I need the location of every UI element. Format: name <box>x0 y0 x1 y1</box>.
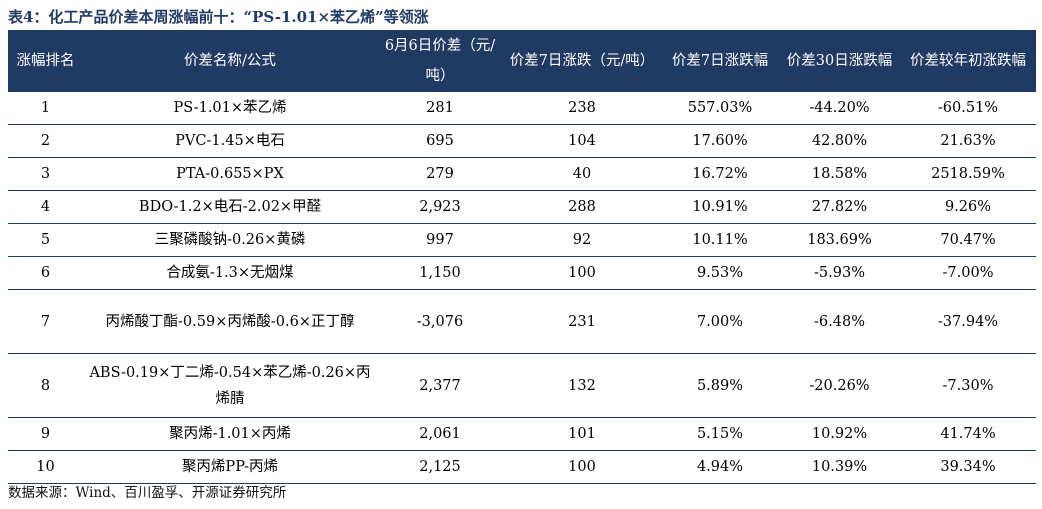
cell-7d-pct: 16.72% <box>661 157 779 191</box>
cell-7d-pct: 5.15% <box>661 417 779 451</box>
cell-7d-change: 238 <box>503 92 661 125</box>
cell-7d-pct: 7.00% <box>661 289 779 354</box>
cell-30d-pct: 10.92% <box>779 417 900 451</box>
cell-7d-change: 231 <box>503 289 661 354</box>
cell-7d-pct: 4.94% <box>661 450 779 484</box>
cell-spread-value: 2,923 <box>377 190 503 224</box>
cell-ytd-pct: -37.94% <box>900 289 1036 354</box>
table-row: 3 PTA-0.655×PX 279 40 16.72% 18.58% 2518… <box>8 157 1036 191</box>
table-row: 2 PVC-1.45×电石 695 104 17.60% 42.80% 21.6… <box>8 124 1036 158</box>
cell-spread-value: 279 <box>377 157 503 191</box>
cell-7d-change: 101 <box>503 417 661 451</box>
col-header-ytd-pct: 价差较年初涨跌幅 <box>900 30 1036 92</box>
col-header-spread-value: 6月6日价差（元/吨） <box>377 30 503 92</box>
cell-spread-name: PS-1.01×苯乙烯 <box>83 92 377 125</box>
cell-7d-change: 104 <box>503 124 661 158</box>
cell-30d-pct: -5.93% <box>779 256 900 290</box>
cell-rank: 2 <box>8 124 83 158</box>
cell-spread-name: 聚丙烯PP-丙烯 <box>83 450 377 484</box>
cell-7d-pct: 10.91% <box>661 190 779 224</box>
cell-rank: 8 <box>8 353 83 418</box>
cell-spread-value: 2,125 <box>377 450 503 484</box>
cell-spread-name: ABS-0.19×丁二烯-0.54×苯乙烯-0.26×丙烯腈 <box>83 353 377 418</box>
cell-ytd-pct: -7.00% <box>900 256 1036 290</box>
cell-ytd-pct: -7.30% <box>900 353 1036 418</box>
cell-rank: 9 <box>8 417 83 451</box>
table-row: 7 丙烯酸丁酯-0.59×丙烯酸-0.6×正丁醇 -3,076 231 7.00… <box>8 289 1036 354</box>
cell-rank: 10 <box>8 450 83 484</box>
cell-30d-pct: -44.20% <box>779 92 900 125</box>
table-row: 4 BDO-1.2×电石-2.02×甲醛 2,923 288 10.91% 27… <box>8 190 1036 224</box>
cell-rank: 7 <box>8 289 83 354</box>
cell-30d-pct: 42.80% <box>779 124 900 158</box>
table-row: 6 合成氨-1.3×无烟煤 1,150 100 9.53% -5.93% -7.… <box>8 256 1036 290</box>
table-row: 5 三聚磷酸钠-0.26×黄磷 997 92 10.11% 183.69% 70… <box>8 223 1036 257</box>
cell-ytd-pct: 39.34% <box>900 450 1036 484</box>
cell-7d-pct: 10.11% <box>661 223 779 257</box>
cell-30d-pct: 10.39% <box>779 450 900 484</box>
header-row: 涨幅排名 价差名称/公式 6月6日价差（元/吨） 价差7日涨跌（元/吨） 价差7… <box>8 30 1036 92</box>
cell-spread-name: 合成氨-1.3×无烟煤 <box>83 256 377 290</box>
col-header-7d-change: 价差7日涨跌（元/吨） <box>503 30 661 92</box>
table-row: 8 ABS-0.19×丁二烯-0.54×苯乙烯-0.26×丙烯腈 2,377 1… <box>8 353 1036 418</box>
cell-ytd-pct: 2518.59% <box>900 157 1036 191</box>
cell-spread-value: 695 <box>377 124 503 158</box>
table-title: 表4：化工产品价差本周涨幅前十：“PS-1.01×苯乙烯”等领涨 <box>8 8 429 26</box>
cell-7d-change: 132 <box>503 353 661 418</box>
cell-30d-pct: -20.26% <box>779 353 900 418</box>
cell-ytd-pct: 41.74% <box>900 417 1036 451</box>
cell-ytd-pct: -60.51% <box>900 92 1036 125</box>
cell-spread-name: 丙烯酸丁酯-0.59×丙烯酸-0.6×正丁醇 <box>83 289 377 354</box>
cell-spread-name: PVC-1.45×电石 <box>83 124 377 158</box>
cell-rank: 6 <box>8 256 83 290</box>
cell-7d-change: 40 <box>503 157 661 191</box>
cell-30d-pct: 18.58% <box>779 157 900 191</box>
cell-rank: 5 <box>8 223 83 257</box>
col-header-30d-pct: 价差30日涨跌幅 <box>779 30 900 92</box>
cell-30d-pct: 27.82% <box>779 190 900 224</box>
cell-spread-value: 997 <box>377 223 503 257</box>
cell-7d-pct: 557.03% <box>661 92 779 125</box>
cell-30d-pct: 183.69% <box>779 223 900 257</box>
table-row: 1 PS-1.01×苯乙烯 281 238 557.03% -44.20% -6… <box>8 92 1036 125</box>
cell-spread-value: -3,076 <box>377 289 503 354</box>
data-source-note: 数据来源：Wind、百川盈孚、开源证券研究所 <box>8 485 287 501</box>
cell-ytd-pct: 21.63% <box>900 124 1036 158</box>
cell-ytd-pct: 9.26% <box>900 190 1036 224</box>
cell-rank: 4 <box>8 190 83 224</box>
cell-rank: 3 <box>8 157 83 191</box>
spread-gain-table: 涨幅排名 价差名称/公式 6月6日价差（元/吨） 价差7日涨跌（元/吨） 价差7… <box>8 30 1036 484</box>
cell-7d-pct: 5.89% <box>661 353 779 418</box>
cell-7d-change: 288 <box>503 190 661 224</box>
table-row: 10 聚丙烯PP-丙烯 2,125 100 4.94% 10.39% 39.34… <box>8 450 1036 484</box>
cell-7d-pct: 9.53% <box>661 256 779 290</box>
cell-spread-value: 2,061 <box>377 417 503 451</box>
cell-spread-value: 281 <box>377 92 503 125</box>
cell-30d-pct: -6.48% <box>779 289 900 354</box>
cell-rank: 1 <box>8 92 83 125</box>
col-header-rank: 涨幅排名 <box>8 30 83 92</box>
cell-spread-name: 三聚磷酸钠-0.26×黄磷 <box>83 223 377 257</box>
cell-7d-pct: 17.60% <box>661 124 779 158</box>
cell-spread-name: BDO-1.2×电石-2.02×甲醛 <box>83 190 377 224</box>
table-row: 9 聚丙烯-1.01×丙烯 2,061 101 5.15% 10.92% 41.… <box>8 417 1036 451</box>
cell-spread-name: 聚丙烯-1.01×丙烯 <box>83 417 377 451</box>
cell-spread-name: PTA-0.655×PX <box>83 157 377 191</box>
cell-ytd-pct: 70.47% <box>900 223 1036 257</box>
col-header-spread-name: 价差名称/公式 <box>83 30 377 92</box>
cell-7d-change: 100 <box>503 256 661 290</box>
cell-spread-value: 1,150 <box>377 256 503 290</box>
cell-7d-change: 100 <box>503 450 661 484</box>
cell-spread-value: 2,377 <box>377 353 503 418</box>
col-header-7d-pct: 价差7日涨跌幅 <box>661 30 779 92</box>
cell-7d-change: 92 <box>503 223 661 257</box>
